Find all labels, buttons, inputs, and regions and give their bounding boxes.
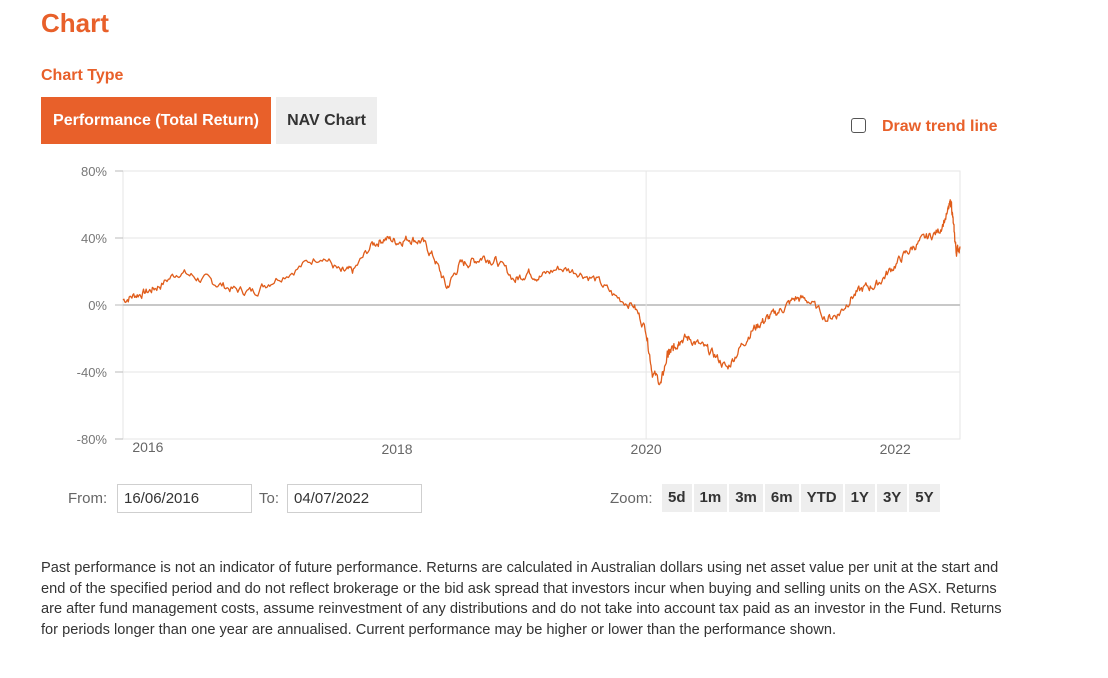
y-tick-label: 0% <box>88 298 107 313</box>
trend-line-checkbox[interactable] <box>851 117 866 133</box>
y-tick-label: -80% <box>77 432 108 447</box>
zoom-5d-button[interactable]: 5d <box>662 484 692 512</box>
zoom-3y-button[interactable]: 3Y <box>876 484 908 512</box>
x-tick-label: 2016 <box>132 439 163 455</box>
performance-chart[interactable]: 80% 40% 0% -40% -80% 2016 2018 2020 2022 <box>0 150 1108 470</box>
zoom-label: Zoom: <box>610 490 653 507</box>
to-label: To: <box>259 490 280 507</box>
tab-performance[interactable]: Performance (Total Return) <box>41 97 271 144</box>
zoom-buttons: 5d 1m 3m 6m YTD 1Y 3Y 5Y <box>662 484 940 512</box>
x-tick-label: 2018 <box>381 441 412 457</box>
trend-line-label[interactable]: Draw trend line <box>882 118 998 135</box>
chart-type-label: Chart Type <box>41 67 124 84</box>
tab-nav-chart[interactable]: NAV Chart <box>276 97 377 144</box>
zoom-1m-button[interactable]: 1m <box>693 484 728 512</box>
page-title: Chart <box>41 8 109 38</box>
disclaimer-text: Past performance is not an indicator of … <box>41 560 1002 639</box>
series-line-performance[interactable] <box>122 199 961 386</box>
y-tick-label: -40% <box>77 365 108 380</box>
to-date-input[interactable] <box>287 484 422 513</box>
zoom-ytd-button[interactable]: YTD <box>800 484 843 512</box>
from-label: From: <box>68 490 108 507</box>
zoom-5y-button[interactable]: 5Y <box>909 484 940 512</box>
from-date-input[interactable] <box>117 484 252 513</box>
x-tick-label: 2020 <box>631 441 662 457</box>
y-tick-label: 40% <box>81 231 107 246</box>
zoom-1y-button[interactable]: 1Y <box>844 484 875 512</box>
draw-trend-line-toggle[interactable]: Draw trend line <box>851 112 998 136</box>
zoom-3m-button[interactable]: 3m <box>729 484 763 512</box>
y-tick-label: 80% <box>81 164 107 179</box>
x-tick-label: 2022 <box>880 441 911 457</box>
zoom-6m-button[interactable]: 6m <box>764 484 799 512</box>
